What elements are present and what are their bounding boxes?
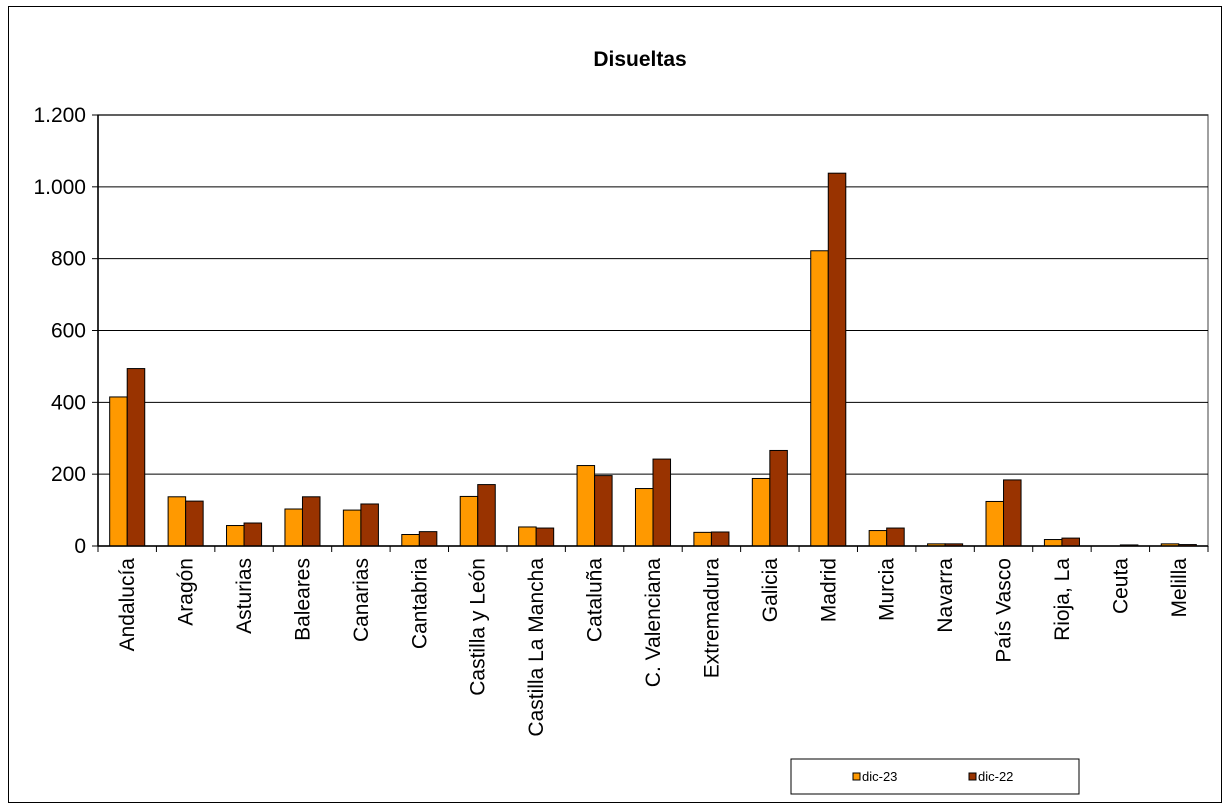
y-tick-label: 0 (74, 535, 86, 558)
bar-dic-23 (1043, 539, 1063, 547)
bar-dic-22 (594, 475, 613, 547)
y-tick-label: 1.000 (33, 176, 86, 199)
bar-dic-23 (284, 508, 303, 547)
y-tick-label: 800 (51, 248, 86, 271)
chart-frame: Disueltas 0 200 400 600 800 1.000 1.200 Andalu… (8, 6, 1222, 803)
legend-swatch-dic-22 (968, 772, 977, 781)
bar-dic-23 (751, 477, 771, 547)
x-tick-label: País Vasco (993, 558, 1016, 663)
bar-dic-22 (652, 458, 672, 547)
x-tick-label: Extremadura (700, 558, 723, 679)
bar-dic-23 (634, 488, 654, 547)
bar-dic-23 (226, 525, 245, 547)
x-tick-label: Baleares (291, 558, 314, 641)
bar-dic-23 (576, 465, 596, 547)
x-tick-label: Melilla (1168, 558, 1191, 618)
bar-dic-22 (535, 527, 555, 547)
bar-dic-22 (418, 531, 438, 547)
legend-box (790, 758, 1080, 795)
axes (97, 115, 1208, 547)
legend-label-dic-22: dic-22 (978, 769, 1013, 784)
x-tick-label: Canarias (350, 558, 373, 642)
x-tick-label: Cantabria (408, 558, 431, 649)
bar-dic-23 (167, 496, 187, 547)
bar-dic-22 (360, 503, 379, 547)
bar-dic-23 (693, 531, 712, 547)
bar-dic-23 (401, 534, 420, 547)
bar-dic-23 (459, 495, 479, 547)
legend: dic-23 dic-22 (790, 758, 1080, 795)
bars (109, 172, 1197, 547)
legend-label-dic-23: dic-23 (862, 769, 897, 784)
bar-dic-23 (109, 396, 128, 547)
bar-dic-23 (868, 530, 888, 547)
bar-chart: Disueltas 0 200 400 600 800 1.000 1.200 Andalu… (33, 48, 1209, 795)
y-tick-label: 600 (51, 320, 86, 343)
x-tick-label: Asturias (233, 558, 256, 634)
x-axis-labels: Andalucía Aragón Asturias Baleares Canarias C… (97, 546, 1209, 737)
x-tick-label: Andalucía (116, 558, 139, 652)
chart-title: Disueltas (593, 48, 686, 71)
bar-dic-22 (477, 484, 496, 547)
x-tick-label: Navarra (934, 558, 957, 633)
x-tick-label: Aragón (175, 558, 198, 626)
y-tick-label: 200 (51, 463, 86, 486)
x-tick-label: Cataluña (584, 558, 607, 642)
bar-dic-22 (1061, 537, 1080, 547)
bar-dic-22 (301, 496, 321, 547)
bar-dic-22 (1003, 479, 1022, 547)
x-tick-label: Castilla y León (467, 558, 490, 696)
x-tick-label: C. Valenciana (642, 558, 665, 688)
x-tick-label: Rioja, La (1051, 558, 1074, 641)
x-tick-label: Galicia (759, 558, 782, 623)
bar-dic-23 (342, 509, 362, 547)
legend-swatch-dic-23 (852, 772, 861, 781)
x-tick-label: Castilla La Mancha (525, 558, 548, 737)
y-tick-label: 400 (51, 391, 86, 414)
y-tick-label: 1.200 (33, 104, 86, 127)
bar-dic-22 (886, 527, 905, 547)
x-tick-label: Ceuta (1109, 558, 1132, 614)
x-tick-label: Murcia (876, 558, 899, 621)
bar-dic-23 (810, 250, 829, 547)
bar-dic-22 (243, 522, 263, 547)
bar-dic-23 (985, 500, 1005, 547)
bar-dic-22 (710, 531, 730, 547)
bar-dic-22 (126, 368, 146, 547)
y-axis-ticks: 0 200 400 600 800 1.000 1.200 (33, 104, 98, 558)
bar-dic-22 (769, 449, 788, 547)
bar-dic-22 (185, 500, 204, 547)
x-tick-label: Madrid (817, 558, 840, 622)
bar-dic-23 (518, 526, 537, 547)
bar-dic-22 (827, 172, 847, 547)
